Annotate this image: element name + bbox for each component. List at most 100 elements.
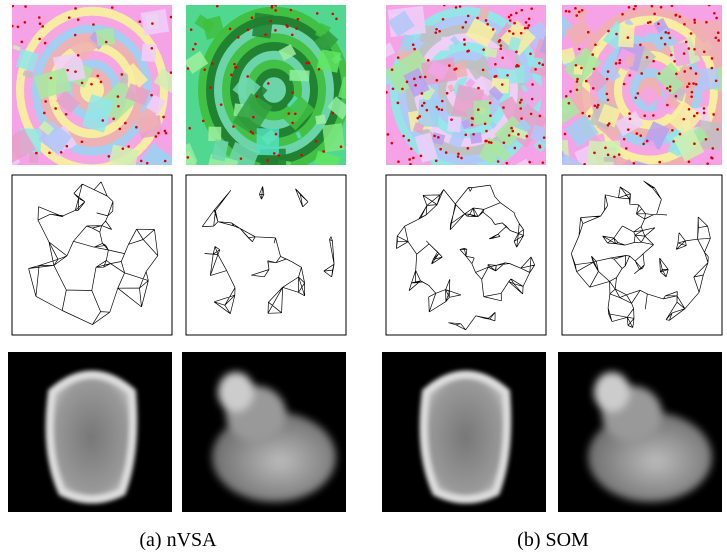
- vertex: [636, 92, 639, 95]
- vertex: [464, 133, 467, 136]
- vertex: [60, 151, 63, 154]
- vertex: [472, 133, 475, 136]
- vertex: [506, 74, 509, 77]
- vertex: [471, 117, 474, 120]
- vertex: [202, 120, 205, 123]
- vertex: [628, 6, 631, 9]
- vertex: [24, 5, 27, 8]
- vertex: [340, 145, 343, 148]
- vertex: [150, 94, 153, 97]
- vertex: [117, 105, 120, 108]
- vertex: [512, 130, 515, 133]
- vertex: [519, 107, 522, 110]
- vertex: [266, 159, 269, 162]
- vertex: [581, 9, 584, 12]
- vertex: [100, 81, 103, 84]
- vertex: [424, 76, 427, 79]
- vertex: [717, 39, 720, 42]
- vertex: [157, 132, 160, 135]
- figure: (a) nVSA (b) SOM: [0, 0, 727, 556]
- segmentation: [371, 4, 563, 204]
- vertex: [640, 72, 643, 75]
- vertex: [646, 56, 649, 59]
- vertex: [465, 21, 468, 24]
- vertex: [397, 102, 400, 105]
- vertex: [435, 159, 438, 162]
- segment: [252, 13, 273, 39]
- vertex: [308, 61, 311, 64]
- vertex: [583, 163, 586, 166]
- vertex: [503, 141, 506, 144]
- vertex: [459, 5, 462, 8]
- vertex: [635, 132, 638, 135]
- vertex: [499, 39, 502, 42]
- vertex: [606, 93, 609, 96]
- vertex: [151, 22, 154, 25]
- vertex: [669, 89, 672, 92]
- vertex: [639, 43, 642, 46]
- vertex: [606, 78, 609, 81]
- vertex: [690, 32, 693, 35]
- vertex: [187, 156, 190, 159]
- vertex: [391, 142, 394, 145]
- vertex: [409, 163, 412, 166]
- vertex: [489, 114, 492, 117]
- vertex: [615, 33, 618, 36]
- vertex: [542, 161, 545, 164]
- vertex: [66, 145, 69, 148]
- vertex: [703, 112, 706, 115]
- vertex: [250, 130, 253, 133]
- vertex: [639, 134, 642, 137]
- segment: [470, 132, 483, 144]
- vertex: [482, 69, 485, 72]
- vertex: [414, 84, 417, 87]
- vertex: [585, 80, 588, 83]
- vertex: [494, 75, 497, 78]
- vertex: [423, 102, 426, 105]
- vertex: [462, 26, 465, 29]
- vertex: [592, 87, 595, 90]
- segmentation: [535, 4, 727, 196]
- segment: [441, 37, 449, 51]
- vertex: [463, 43, 466, 46]
- vertex: [703, 50, 706, 53]
- vertex: [666, 104, 669, 107]
- vertex: [54, 107, 57, 110]
- vertex: [211, 62, 214, 65]
- vertex: [74, 70, 77, 73]
- vertex: [587, 31, 590, 34]
- vertex: [670, 54, 673, 57]
- vertex: [192, 48, 195, 51]
- vertex: [402, 135, 405, 138]
- vertex: [657, 22, 660, 25]
- vertex: [520, 32, 523, 35]
- segment: [256, 128, 279, 155]
- vertex: [679, 133, 682, 136]
- vertex: [568, 10, 571, 13]
- vertex: [488, 141, 491, 144]
- vertex: [708, 4, 711, 7]
- vertex: [74, 34, 77, 37]
- vertex: [514, 147, 517, 150]
- vertex: [618, 62, 621, 65]
- vertex: [520, 117, 523, 120]
- vertex: [664, 31, 667, 34]
- vertex: [678, 15, 681, 18]
- vertex: [683, 23, 686, 26]
- vertex: [688, 82, 691, 85]
- vertex: [660, 37, 663, 40]
- vertex: [418, 115, 421, 118]
- vertex: [628, 74, 631, 77]
- vertex: [407, 139, 410, 142]
- vertex: [695, 83, 698, 86]
- segment: [63, 148, 73, 158]
- vertex: [683, 70, 686, 73]
- vertex: [162, 116, 165, 119]
- vertex: [693, 142, 696, 145]
- vertex: [664, 43, 667, 46]
- vertex: [230, 74, 233, 77]
- segment: [418, 100, 440, 128]
- vertex: [643, 114, 646, 117]
- vertex: [419, 76, 422, 79]
- panels: [0, 4, 727, 512]
